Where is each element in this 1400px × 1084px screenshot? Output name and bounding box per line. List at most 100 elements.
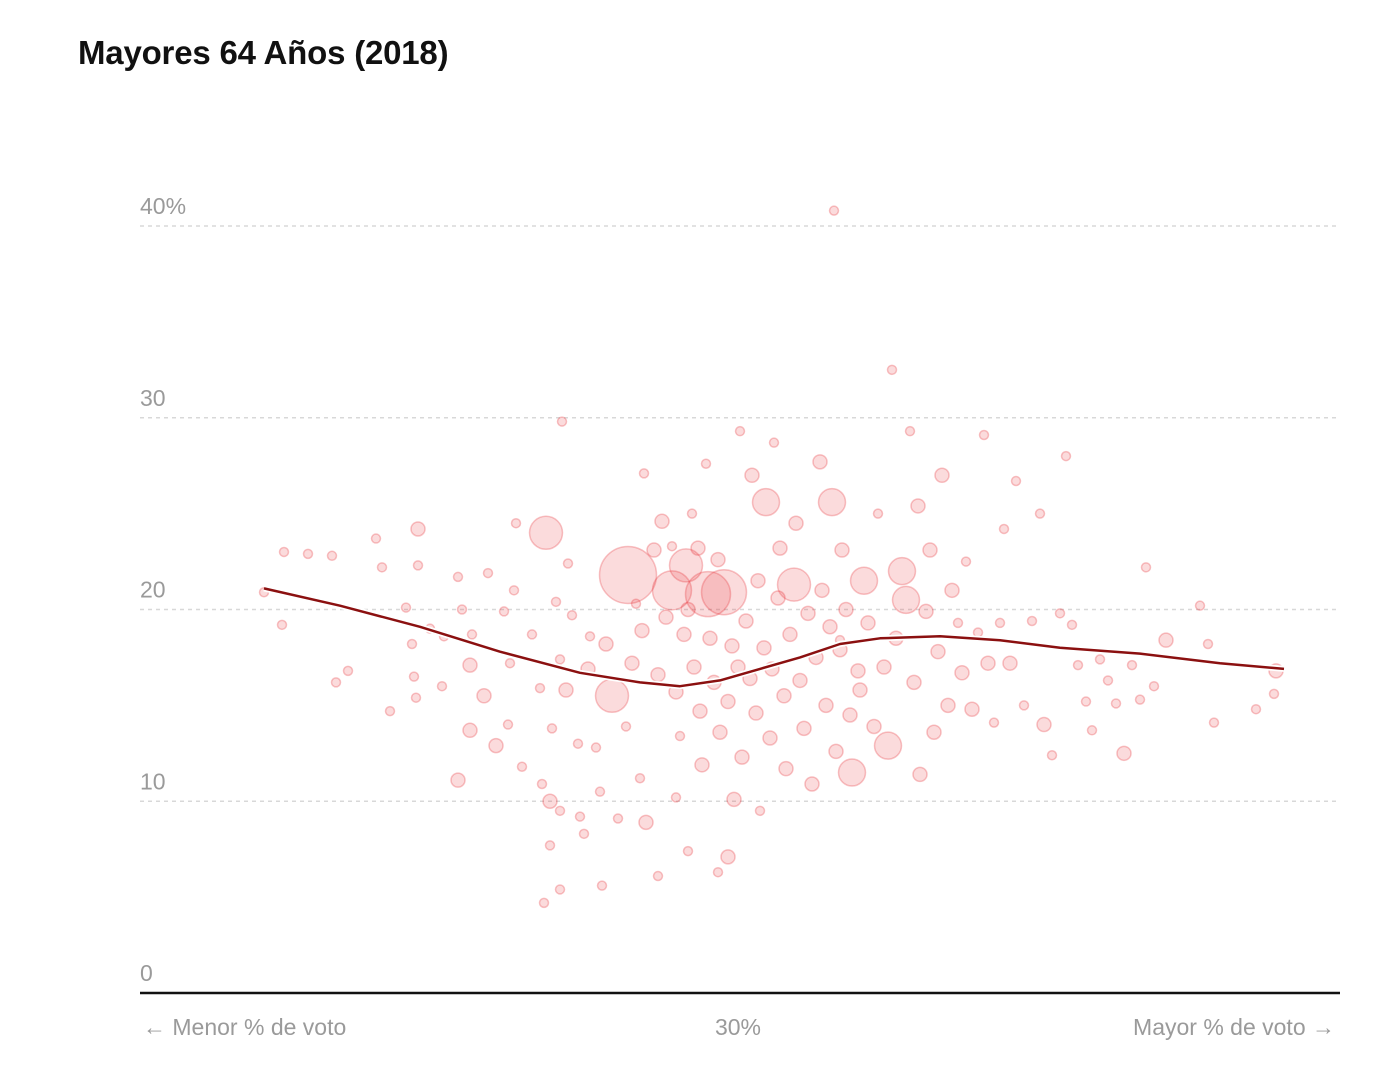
data-point [376, 562, 388, 573]
data-point [934, 467, 950, 484]
data-point [342, 665, 354, 677]
data-point [926, 724, 942, 740]
data-point [554, 805, 566, 817]
data-point [1250, 703, 1262, 715]
data-point [462, 657, 478, 673]
data-point [408, 671, 420, 682]
data-point [944, 582, 960, 599]
data-point [1072, 659, 1084, 671]
data-point [738, 613, 754, 629]
data-point [828, 743, 844, 760]
data-point [542, 793, 558, 809]
data-point [406, 638, 418, 650]
data-point [476, 688, 492, 704]
data-point [904, 425, 916, 437]
data-point [756, 640, 772, 656]
x-label-center: 30% [715, 1014, 761, 1040]
data-point [638, 814, 654, 831]
data-point [724, 638, 740, 654]
data-point [370, 533, 382, 544]
data-point [712, 866, 724, 878]
data-point [452, 571, 464, 583]
data-point [654, 513, 670, 530]
data-point [954, 665, 970, 681]
data-point [817, 487, 847, 517]
data-point [536, 778, 548, 790]
data-point [792, 672, 808, 689]
data-point [788, 515, 804, 531]
data-point [918, 603, 934, 620]
y-tick-label: 10 [140, 768, 166, 794]
data-point [624, 655, 640, 671]
data-point [488, 737, 504, 754]
data-point [748, 705, 764, 721]
data-point [960, 556, 972, 567]
data-point [278, 546, 290, 558]
data-point [1134, 694, 1146, 705]
data-point [1202, 638, 1214, 650]
data-point [630, 598, 642, 609]
data-point [744, 467, 760, 484]
data-point [734, 749, 750, 765]
data-point [651, 570, 693, 611]
data-point [1018, 700, 1030, 711]
data-point [872, 508, 884, 519]
data-point [620, 721, 632, 732]
data-point [720, 849, 736, 865]
data-point [1208, 717, 1220, 728]
data-point [1010, 475, 1022, 487]
data-point [1060, 450, 1072, 462]
data-point [1086, 725, 1098, 736]
data-point [498, 606, 510, 617]
data-point [712, 724, 728, 740]
data-point [652, 870, 664, 882]
data-point [1158, 632, 1174, 648]
trend-line [263, 587, 1285, 688]
data-point [692, 703, 708, 719]
data-point [720, 693, 736, 710]
data-point [612, 813, 624, 824]
y-tick-label: 30 [140, 385, 166, 411]
data-point [400, 602, 412, 613]
data-point [988, 717, 1000, 728]
data-point [1094, 654, 1106, 665]
data-point [776, 567, 812, 602]
data-point [876, 659, 892, 675]
data-point [1046, 749, 1058, 761]
data-point [544, 840, 556, 851]
data-point [598, 545, 658, 605]
data-point [828, 205, 840, 216]
data-point [964, 701, 980, 717]
data-point [534, 682, 546, 694]
data-point [1102, 675, 1114, 686]
data-point [866, 718, 882, 735]
data-point [762, 730, 778, 746]
trend-line-group [263, 585, 1285, 690]
data-point [466, 629, 478, 640]
data-point [886, 364, 898, 376]
data-point [998, 523, 1010, 535]
data-point [754, 805, 766, 817]
data-point [384, 705, 396, 717]
data-point [800, 605, 816, 622]
data-point [462, 722, 478, 739]
data-point [842, 707, 858, 723]
y-tick-label: 40% [140, 193, 186, 219]
data-point [1036, 716, 1052, 733]
data-point [594, 786, 606, 797]
data-point [804, 776, 820, 792]
data-point [994, 617, 1006, 629]
y-tick-label: 0 [140, 960, 153, 986]
data-point [634, 622, 650, 639]
y-tick-label: 20 [140, 577, 166, 603]
data-point [812, 454, 828, 470]
data-point [680, 601, 696, 618]
data-point [596, 880, 608, 891]
data-point [690, 540, 706, 556]
data-point [978, 429, 990, 441]
data-point [710, 551, 726, 568]
chart-title: Mayores 64 Años (2018) [78, 34, 449, 71]
data-point [554, 654, 566, 665]
data-point [550, 596, 562, 608]
data-point [849, 566, 879, 595]
